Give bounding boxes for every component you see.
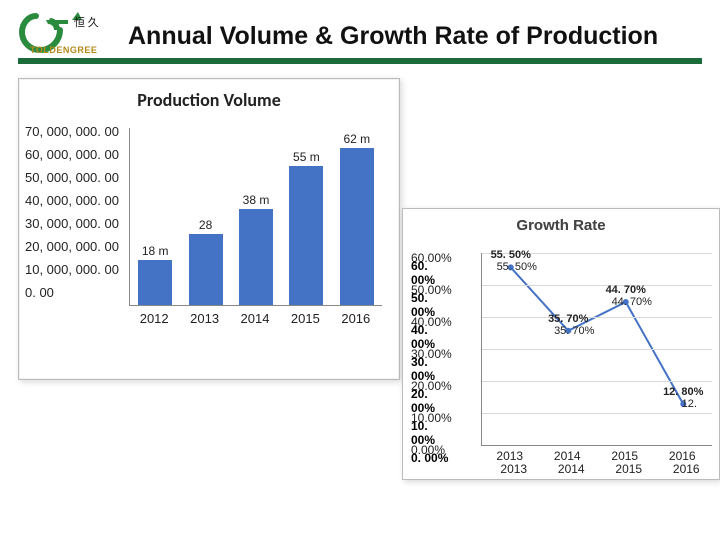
ytick: 0. 00 <box>25 286 119 309</box>
line-value-label: 44. 70% <box>606 284 646 296</box>
line-title-front: Growth Rate <box>516 217 605 234</box>
line-xtick: 2013 <box>496 449 523 463</box>
line-value-label: 35. 70% <box>548 313 588 325</box>
line-value-label-dup: 44. 70% <box>612 296 652 308</box>
bar-xtick: 2013 <box>190 311 219 326</box>
growth-rate-chart: Growth Rate Growth Rate 60.00%60. 00%50.… <box>402 208 720 480</box>
line-xtick: 2016 <box>669 449 696 463</box>
ytick: 40, 000, 000. 00 <box>25 194 119 217</box>
page: 恒 久 TOLDENGREE Annual Volume & Growth Ra… <box>0 0 720 540</box>
gridline <box>482 349 712 350</box>
bar-xtick: 2016 <box>341 311 370 326</box>
bar-value-label: 18 m <box>125 244 185 258</box>
gridline <box>482 413 712 414</box>
bar <box>189 234 223 305</box>
line-xtick-dup: 2016 <box>673 462 700 476</box>
production-volume-chart: Production Volume 70, 000, 000. 00 60, 0… <box>18 78 400 380</box>
ytick: 10, 000, 000. 00 <box>25 263 119 286</box>
line-ytick: 40.00%40. 00% <box>411 315 452 347</box>
bar <box>138 260 172 306</box>
bar <box>289 166 323 305</box>
page-title: Annual Volume & Growth Rate of Productio… <box>128 22 658 51</box>
growth-line <box>511 267 684 404</box>
ytick: 50, 000, 000. 00 <box>25 171 119 194</box>
header-rule <box>18 58 702 64</box>
bar-value-label: 28 <box>176 218 236 232</box>
gridline <box>482 285 712 286</box>
gridline <box>482 317 712 318</box>
line-value-label-dup: 12. <box>682 398 697 410</box>
line-value-label-dup: 35. 70% <box>554 325 594 337</box>
line-xtick: 2014 <box>554 449 581 463</box>
line-xtick-dup: 2015 <box>615 462 642 476</box>
line-ytick-dup: 0. 00% <box>411 451 448 483</box>
logo-en: TOLDENGREE <box>30 45 97 54</box>
line-ytick: 20.00%20. 00% <box>411 379 452 411</box>
ytick: 30, 000, 000. 00 <box>25 217 119 240</box>
line-value-label-dup: 55. 50% <box>497 261 537 273</box>
bar-x-axis: 2012 2013 2014 2015 2016 <box>129 311 381 331</box>
ytick: 70, 000, 000. 00 <box>25 125 119 148</box>
bar-value-label: 62 m <box>327 132 387 146</box>
line-xtick-dup: 2013 <box>500 462 527 476</box>
bar-xtick: 2015 <box>291 311 320 326</box>
line-xtick-dup: 2014 <box>558 462 585 476</box>
bar <box>239 209 273 305</box>
bar <box>340 148 374 305</box>
line-plot-area: 55. 50%55. 50%35. 70%35. 70%44. 70%44. 7… <box>481 253 712 446</box>
bar-y-axis: 70, 000, 000. 00 60, 000, 000. 00 50, 00… <box>25 125 119 309</box>
line-value-label: 55. 50% <box>491 249 531 261</box>
bar-xtick: 2014 <box>241 311 270 326</box>
line-y-axis: 60.00%60. 00%50.00%50. 00%40.00%40. 00%3… <box>411 251 452 475</box>
bar-value-label: 38 m <box>226 193 286 207</box>
gridline <box>482 381 712 382</box>
line-ytick: 30.00%30. 00% <box>411 347 452 379</box>
bar-chart-title: Production Volume <box>19 89 399 111</box>
bar-xtick: 2012 <box>140 311 169 326</box>
line-ytick: 60.00%60. 00% <box>411 251 452 283</box>
line-ytick: 0.00%0. 00% <box>411 443 452 475</box>
line-value-label: 12. 80% <box>663 386 703 398</box>
line-ytick: 10.00%10. 00% <box>411 411 452 443</box>
line-chart-title: Growth Rate Growth Rate <box>403 217 719 234</box>
bar-value-label: 55 m <box>276 150 336 164</box>
bar-plot-area: 18 m2838 m55 m62 m <box>129 128 382 306</box>
line-xtick: 2015 <box>611 449 638 463</box>
ytick: 20, 000, 000. 00 <box>25 240 119 263</box>
ytick: 60, 000, 000. 00 <box>25 148 119 171</box>
logo: 恒 久 TOLDENGREE <box>18 10 126 54</box>
logo-cn: 恒 久 <box>74 16 99 29</box>
line-ytick: 50.00%50. 00% <box>411 283 452 315</box>
